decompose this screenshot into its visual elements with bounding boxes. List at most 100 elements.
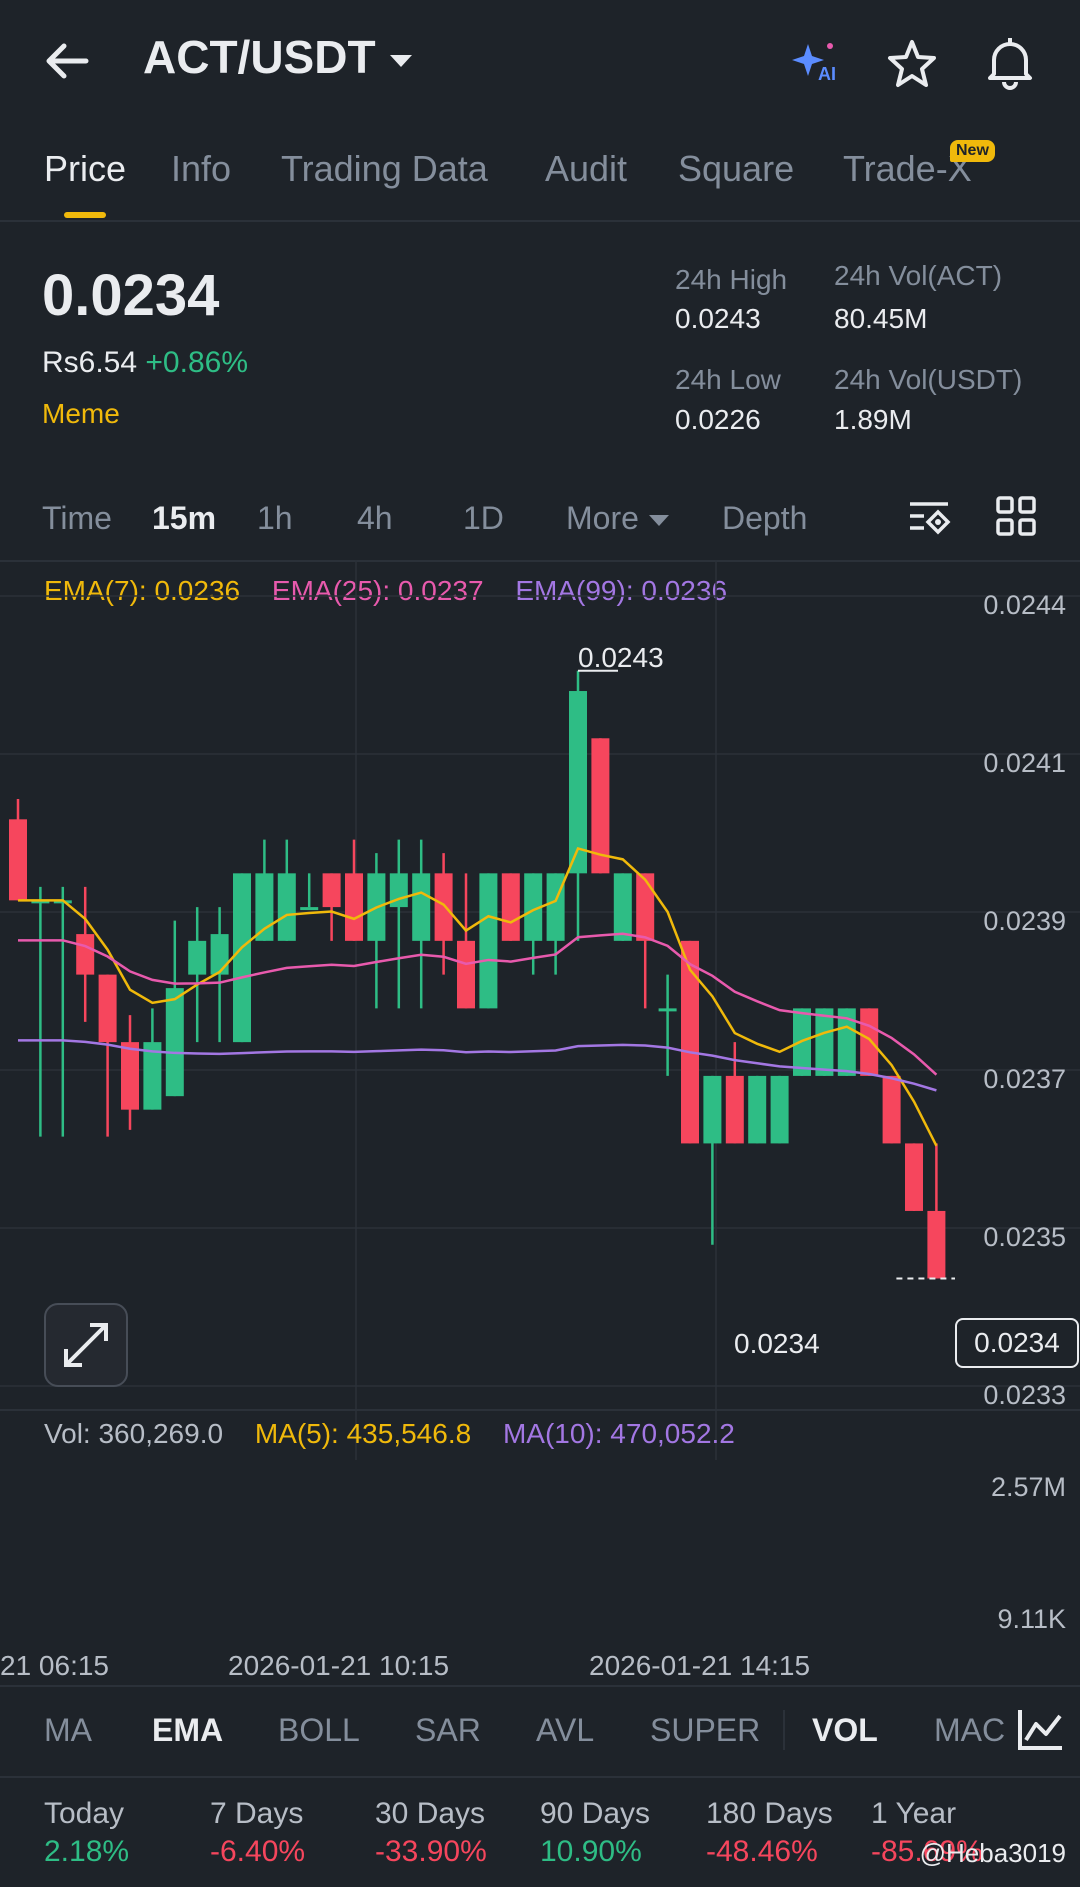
line-chart-icon (1018, 1710, 1062, 1750)
timeframe-1h[interactable]: 1h (257, 500, 293, 536)
fiat-price-row: Rs6.54 +0.86% (42, 346, 248, 380)
tab-price[interactable]: Price (44, 148, 127, 189)
tab-info[interactable]: Info (171, 148, 232, 189)
candle-body (725, 1075, 744, 1144)
ema99-line (18, 1039, 937, 1092)
candle-body (233, 873, 251, 1043)
timeframe-1d[interactable]: 1D (463, 500, 504, 536)
vol-quote-label: 24h Vol(USDT) (834, 364, 1023, 395)
candle-body (569, 691, 587, 874)
perf-label: Today (44, 1797, 125, 1830)
ai-sparkle-icon: AI (792, 43, 836, 84)
pair-title: ACT/USDT (143, 31, 376, 83)
favorite-button[interactable] (884, 36, 940, 92)
candle-body (501, 873, 520, 941)
candle-body (681, 940, 699, 1144)
ai-button[interactable]: AI (790, 36, 844, 86)
indicator-ma[interactable]: MA (44, 1712, 92, 1748)
perf-label: 90 Days (540, 1797, 651, 1830)
indicator-super[interactable]: SUPER (650, 1712, 761, 1748)
timeframe-15m[interactable]: 15m (152, 500, 217, 536)
perf-label: 30 Days (375, 1797, 486, 1830)
pair-selector[interactable]: ACT/USDT (143, 30, 412, 84)
vol-base-value: 80.45M (834, 303, 928, 334)
indicator-ema[interactable]: EMA (152, 1712, 224, 1748)
divider (0, 1682, 1080, 1684)
candle-body (457, 940, 475, 1009)
chart-settings-button[interactable] (906, 494, 952, 540)
chevron-down-icon (648, 515, 669, 527)
volume-label: Vol: 360,269.0 (44, 1418, 224, 1449)
indicator-bar (0, 1685, 1080, 1775)
candle-body (210, 934, 229, 975)
candle-body (277, 873, 296, 941)
candle-body (76, 934, 95, 975)
candlestick-chart[interactable] (0, 560, 1080, 1460)
candle-body (770, 1075, 789, 1144)
candle-body (905, 1143, 923, 1211)
ma5-label: MA(5): 435,546.8 (254, 1418, 472, 1449)
new-badge: New (950, 140, 995, 162)
ema7-line (18, 846, 938, 1147)
back-button[interactable] (42, 36, 92, 86)
timeframe-time[interactable]: Time (42, 500, 112, 536)
tab-trading-data[interactable]: Trading Data (281, 148, 488, 189)
category-tag[interactable]: Meme (42, 398, 120, 429)
candle-body (143, 1042, 162, 1110)
candle-body (322, 873, 341, 908)
indicator-settings-button[interactable] (1010, 1700, 1080, 1760)
indicator-boll[interactable]: BOLL (278, 1712, 360, 1748)
perf-label: 7 Days (210, 1797, 304, 1830)
volume-legend: Vol: 360,269.0 MA(5): 435,546.8 MA(10): … (44, 1418, 735, 1450)
indicator-mac[interactable]: MAC (934, 1712, 1006, 1748)
back-arrow-icon (46, 43, 89, 79)
bell-icon (988, 38, 1032, 90)
indicator-sar[interactable]: SAR (415, 1712, 481, 1748)
last-price-tag[interactable]: 0.0234 (955, 1318, 1079, 1368)
timeframe-4h[interactable]: 4h (357, 500, 393, 536)
last-marker: 0.0234 (734, 1328, 820, 1359)
perf-value: 10.90% (540, 1835, 642, 1868)
grid-icon (996, 496, 1036, 536)
perf-value: 2.18% (44, 1835, 130, 1868)
ema99-label: EMA(99): 0.0236 (515, 575, 728, 606)
divider (0, 220, 1080, 222)
layout-button[interactable] (994, 494, 1038, 538)
time-axis-label: 2026-01-21 14:15 (589, 1650, 811, 1681)
price-axis-label: 0.0233 (983, 1380, 1066, 1410)
candle-body (658, 1008, 677, 1012)
candle-body (188, 940, 207, 975)
price-axis-label: 0.0244 (983, 590, 1066, 620)
time-axis-label: 2026-01-21 10:15 (228, 1650, 450, 1681)
timeframe-depth[interactable]: Depth (722, 500, 808, 536)
last-price: 0.0234 (42, 263, 220, 328)
indicator-avl[interactable]: AVL (536, 1712, 595, 1748)
high-marker: 0.0243 (578, 642, 664, 673)
candle-body (703, 1075, 722, 1144)
candle-body (98, 974, 117, 1043)
tab-square[interactable]: Square (678, 148, 795, 189)
star-icon (888, 40, 936, 87)
vol-quote-value: 1.89M (834, 404, 912, 435)
alert-button[interactable] (982, 34, 1038, 92)
price-axis-label: 0.0241 (983, 748, 1066, 778)
divider (0, 560, 1080, 562)
candle-body (927, 1210, 946, 1279)
candle-body (636, 873, 655, 941)
indicator-vol[interactable]: VOL (812, 1712, 878, 1748)
performance-row (0, 1776, 1080, 1887)
tab-audit[interactable]: Audit (545, 148, 628, 189)
candle-body (524, 873, 543, 941)
timeframe-more[interactable]: More (566, 500, 669, 537)
ema25-label: EMA(25): 0.0237 (271, 575, 484, 606)
candle-body (255, 873, 274, 941)
price-axis-label: 0.0235 (983, 1222, 1066, 1252)
candle-body (882, 1075, 901, 1144)
chart-settings-icon (910, 502, 951, 535)
candle-body (31, 900, 50, 904)
candle-body (591, 738, 610, 874)
fiat-price: Rs6.54 (42, 346, 138, 379)
expand-button[interactable] (44, 1303, 128, 1387)
perf-value: -33.90% (375, 1835, 487, 1868)
perf-label: 180 Days (706, 1797, 833, 1830)
